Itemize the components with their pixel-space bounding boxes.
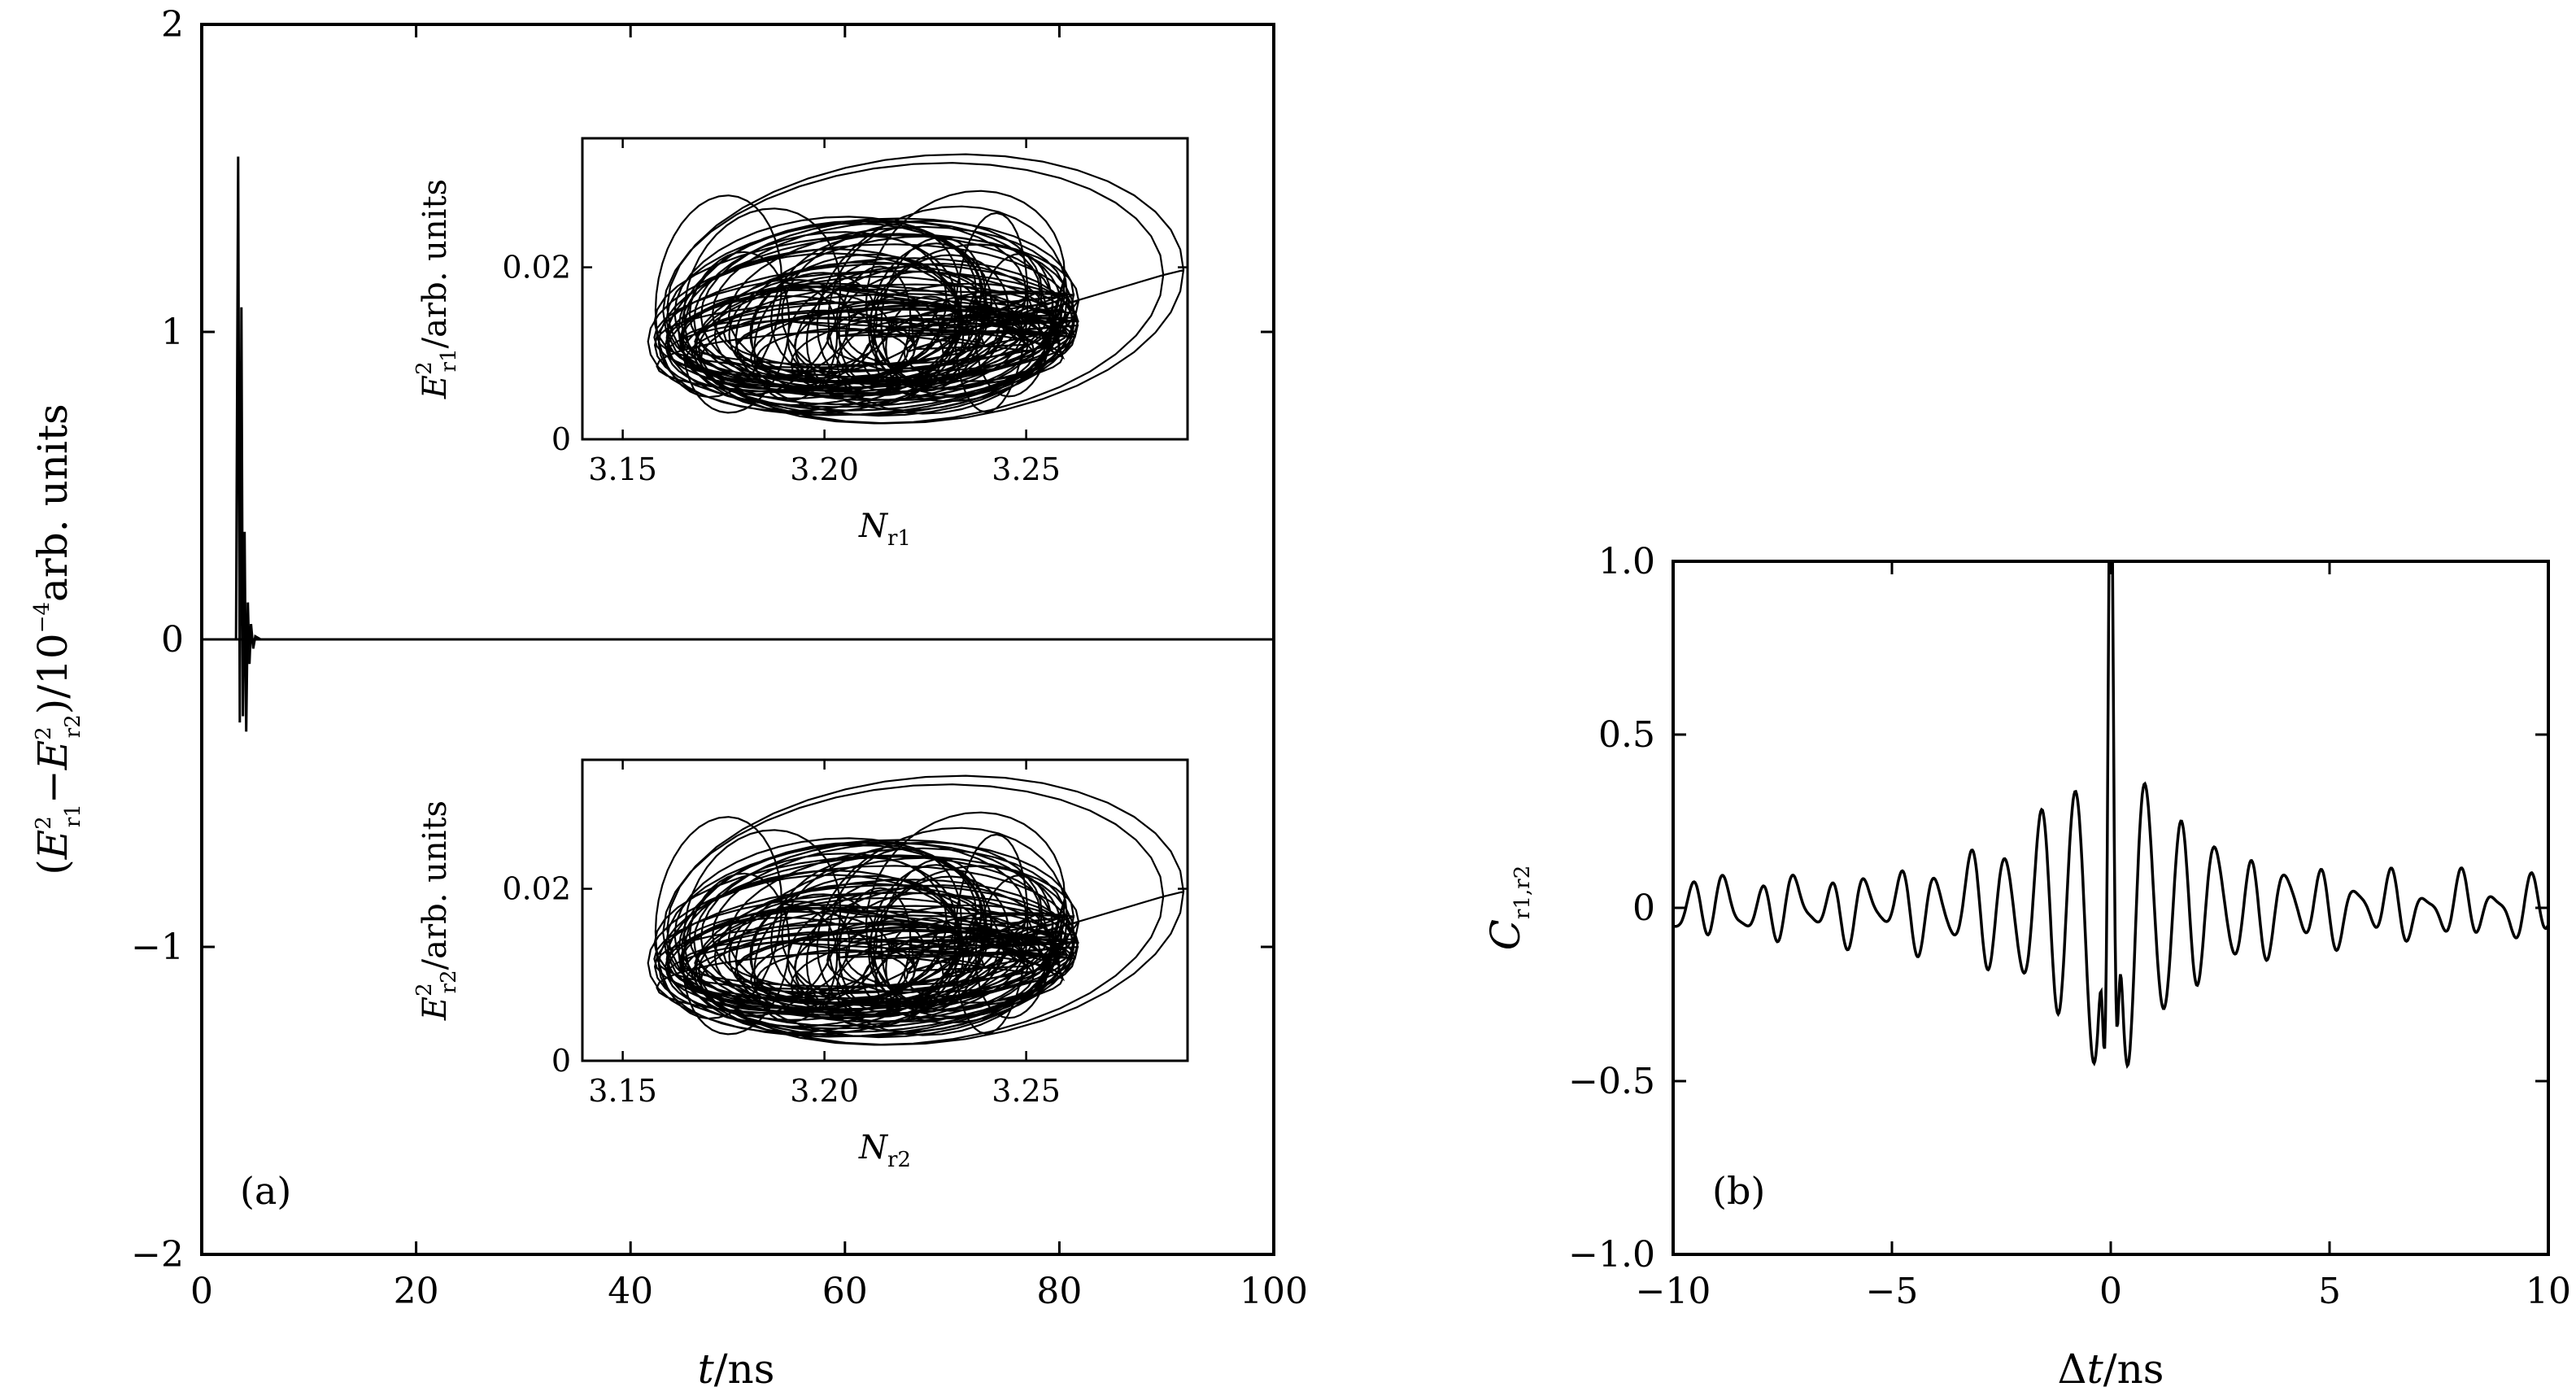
- panel-a: 0 20 40 60 80 100 2 1 0 −1 −2 (E2 r1−E2 r2)/10−4arb.…: [29, 4, 1308, 1393]
- svg-text:(E2r1−E2r2)/10−4arb. units: (E2 r1−E2 r2)/10−4arb. units: [29, 403, 85, 874]
- panel-a-ytick-label: −2: [131, 1234, 184, 1276]
- panel-a-xtick-label: 80: [1036, 1271, 1082, 1312]
- phase-portrait-line: [647, 153, 1185, 425]
- panel-a-ytick-label: 2: [161, 4, 184, 46]
- inset-2: 3.15 3.20 3.25 0 0.02 E2r2/arb. units Nr2: [412, 758, 1189, 1172]
- panel-b-xtick-label: 5: [2318, 1271, 2341, 1312]
- inset-xtick-label: 3.25: [992, 1073, 1061, 1109]
- panel-b-ticks: −10 −5 0 5 10 1.0 0.5 0 −0.5 −1.0: [1568, 541, 2571, 1312]
- panel-b-xtick-label: 0: [2099, 1271, 2122, 1312]
- panel-a-xtick-label: 20: [394, 1271, 439, 1312]
- inset-1-plot: 3.15 3.20 3.25 0 0.02: [502, 138, 1188, 487]
- series-a-line: [202, 156, 1274, 732]
- panel-a-xtick-label: 0: [190, 1271, 213, 1312]
- inset-1-ylabel: E2r1/arb. units: [412, 179, 461, 399]
- panel-b-xtick-label: 10: [2526, 1271, 2571, 1312]
- panel-a-ytick-label: 0: [161, 619, 184, 661]
- panel-a-ytick-label: 1: [161, 312, 184, 353]
- panel-a-label: (a): [240, 1169, 291, 1213]
- inset-xtick-label: 3.20: [790, 1073, 859, 1109]
- panel-a-xlabel: t/ns: [698, 1345, 775, 1393]
- inset-xtick-label: 3.25: [992, 451, 1061, 487]
- inset-1: 3.15 3.20 3.25 0 0.02 E2r1/arb. units Nr1: [412, 137, 1189, 551]
- panel-b-ylabel: Cr1,r2: [1482, 866, 1535, 950]
- svg-text:E2r2/arb. units: E2r2/arb. units: [412, 800, 461, 1021]
- panel-b-xtick-label: −10: [1636, 1271, 1711, 1312]
- panel-a-xtick-label: 60: [822, 1271, 868, 1312]
- inset-xtick-label: 3.20: [790, 451, 859, 487]
- panel-b-ytick-label: 0.5: [1598, 714, 1655, 756]
- panel-b-xtick-label: −5: [1866, 1271, 1919, 1312]
- inset-xtick-label: 3.15: [588, 1073, 657, 1109]
- inset-2-xlabel: Nr2: [858, 1129, 911, 1172]
- panel-b-ytick-label: 1.0: [1598, 541, 1655, 582]
- phase-portrait-line: [647, 774, 1185, 1046]
- inset-ytick-label: 0: [551, 421, 571, 457]
- series-b-line: [1672, 560, 2550, 1070]
- svg-text:Cr1,r2: Cr1,r2: [1482, 866, 1535, 950]
- panel-a-ticks: 0 20 40 60 80 100 2 1 0 −1 −2: [131, 4, 1308, 1312]
- panel-b-label: (b): [1712, 1169, 1765, 1213]
- panel-a-ytick-label: −1: [131, 927, 184, 968]
- inset-1-xlabel: Nr1: [858, 508, 911, 551]
- panel-a-xtick-label: 40: [608, 1271, 653, 1312]
- panel-a-xtick-label: 100: [1240, 1271, 1308, 1312]
- svg-text:E2r1/arb. units: E2r1/arb. units: [412, 179, 461, 399]
- inset-2-ylabel: E2r2/arb. units: [412, 800, 461, 1021]
- inset-ytick-label: 0: [551, 1043, 571, 1079]
- panel-b-ytick-label: 0: [1632, 888, 1655, 929]
- inset-2-plot: 3.15 3.20 3.25 0 0.02: [502, 760, 1188, 1109]
- panel-b-xlabel: Δt/ns: [2058, 1345, 2164, 1393]
- panel-a-ylabel: (E2 r1−E2 r2)/10−4arb. units: [29, 403, 85, 874]
- inset-ytick-label: 0.02: [502, 871, 571, 907]
- inset-xtick-label: 3.15: [588, 451, 657, 487]
- inset-ytick-label: 0.02: [502, 250, 571, 286]
- panel-b-ytick-label: −0.5: [1568, 1061, 1655, 1102]
- panel-b: −10 −5 0 5 10 1.0 0.5 0 −0.5 −1.0 Cr1,r2 Δt/ns (b…: [1482, 541, 2571, 1393]
- panel-b-ytick-label: −1.0: [1568, 1234, 1655, 1276]
